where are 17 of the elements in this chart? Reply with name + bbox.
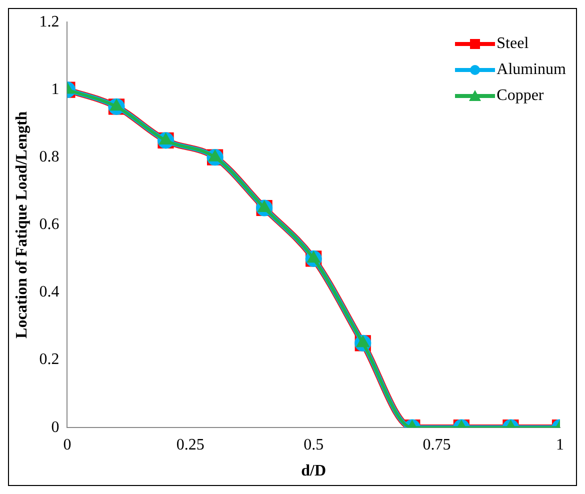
x-tick-label: 0.5 bbox=[304, 436, 324, 454]
y-tick-label: 0.8 bbox=[39, 148, 60, 166]
x-tick-label: 0 bbox=[63, 436, 72, 454]
y-axis-title: Location of Fatique Load/Length bbox=[14, 111, 31, 338]
y-tick-label: 1.2 bbox=[39, 13, 60, 30]
legend-label: Steel bbox=[496, 35, 529, 53]
y-tick-label: 0.4 bbox=[39, 284, 60, 301]
y-tick-label: 1 bbox=[51, 80, 60, 98]
x-tick-label: 0.75 bbox=[422, 436, 451, 454]
legend-label: Copper bbox=[496, 87, 544, 105]
y-tick-label: 0.6 bbox=[39, 216, 60, 234]
x-tick-label: 0.25 bbox=[176, 436, 204, 454]
y-tick-label: 0.2 bbox=[39, 351, 60, 368]
legend-label: Aluminum bbox=[496, 61, 566, 79]
x-axis-title: d/D bbox=[301, 462, 326, 480]
y-tick-label: 0 bbox=[51, 418, 60, 436]
x-tick-label: 1 bbox=[556, 436, 564, 454]
